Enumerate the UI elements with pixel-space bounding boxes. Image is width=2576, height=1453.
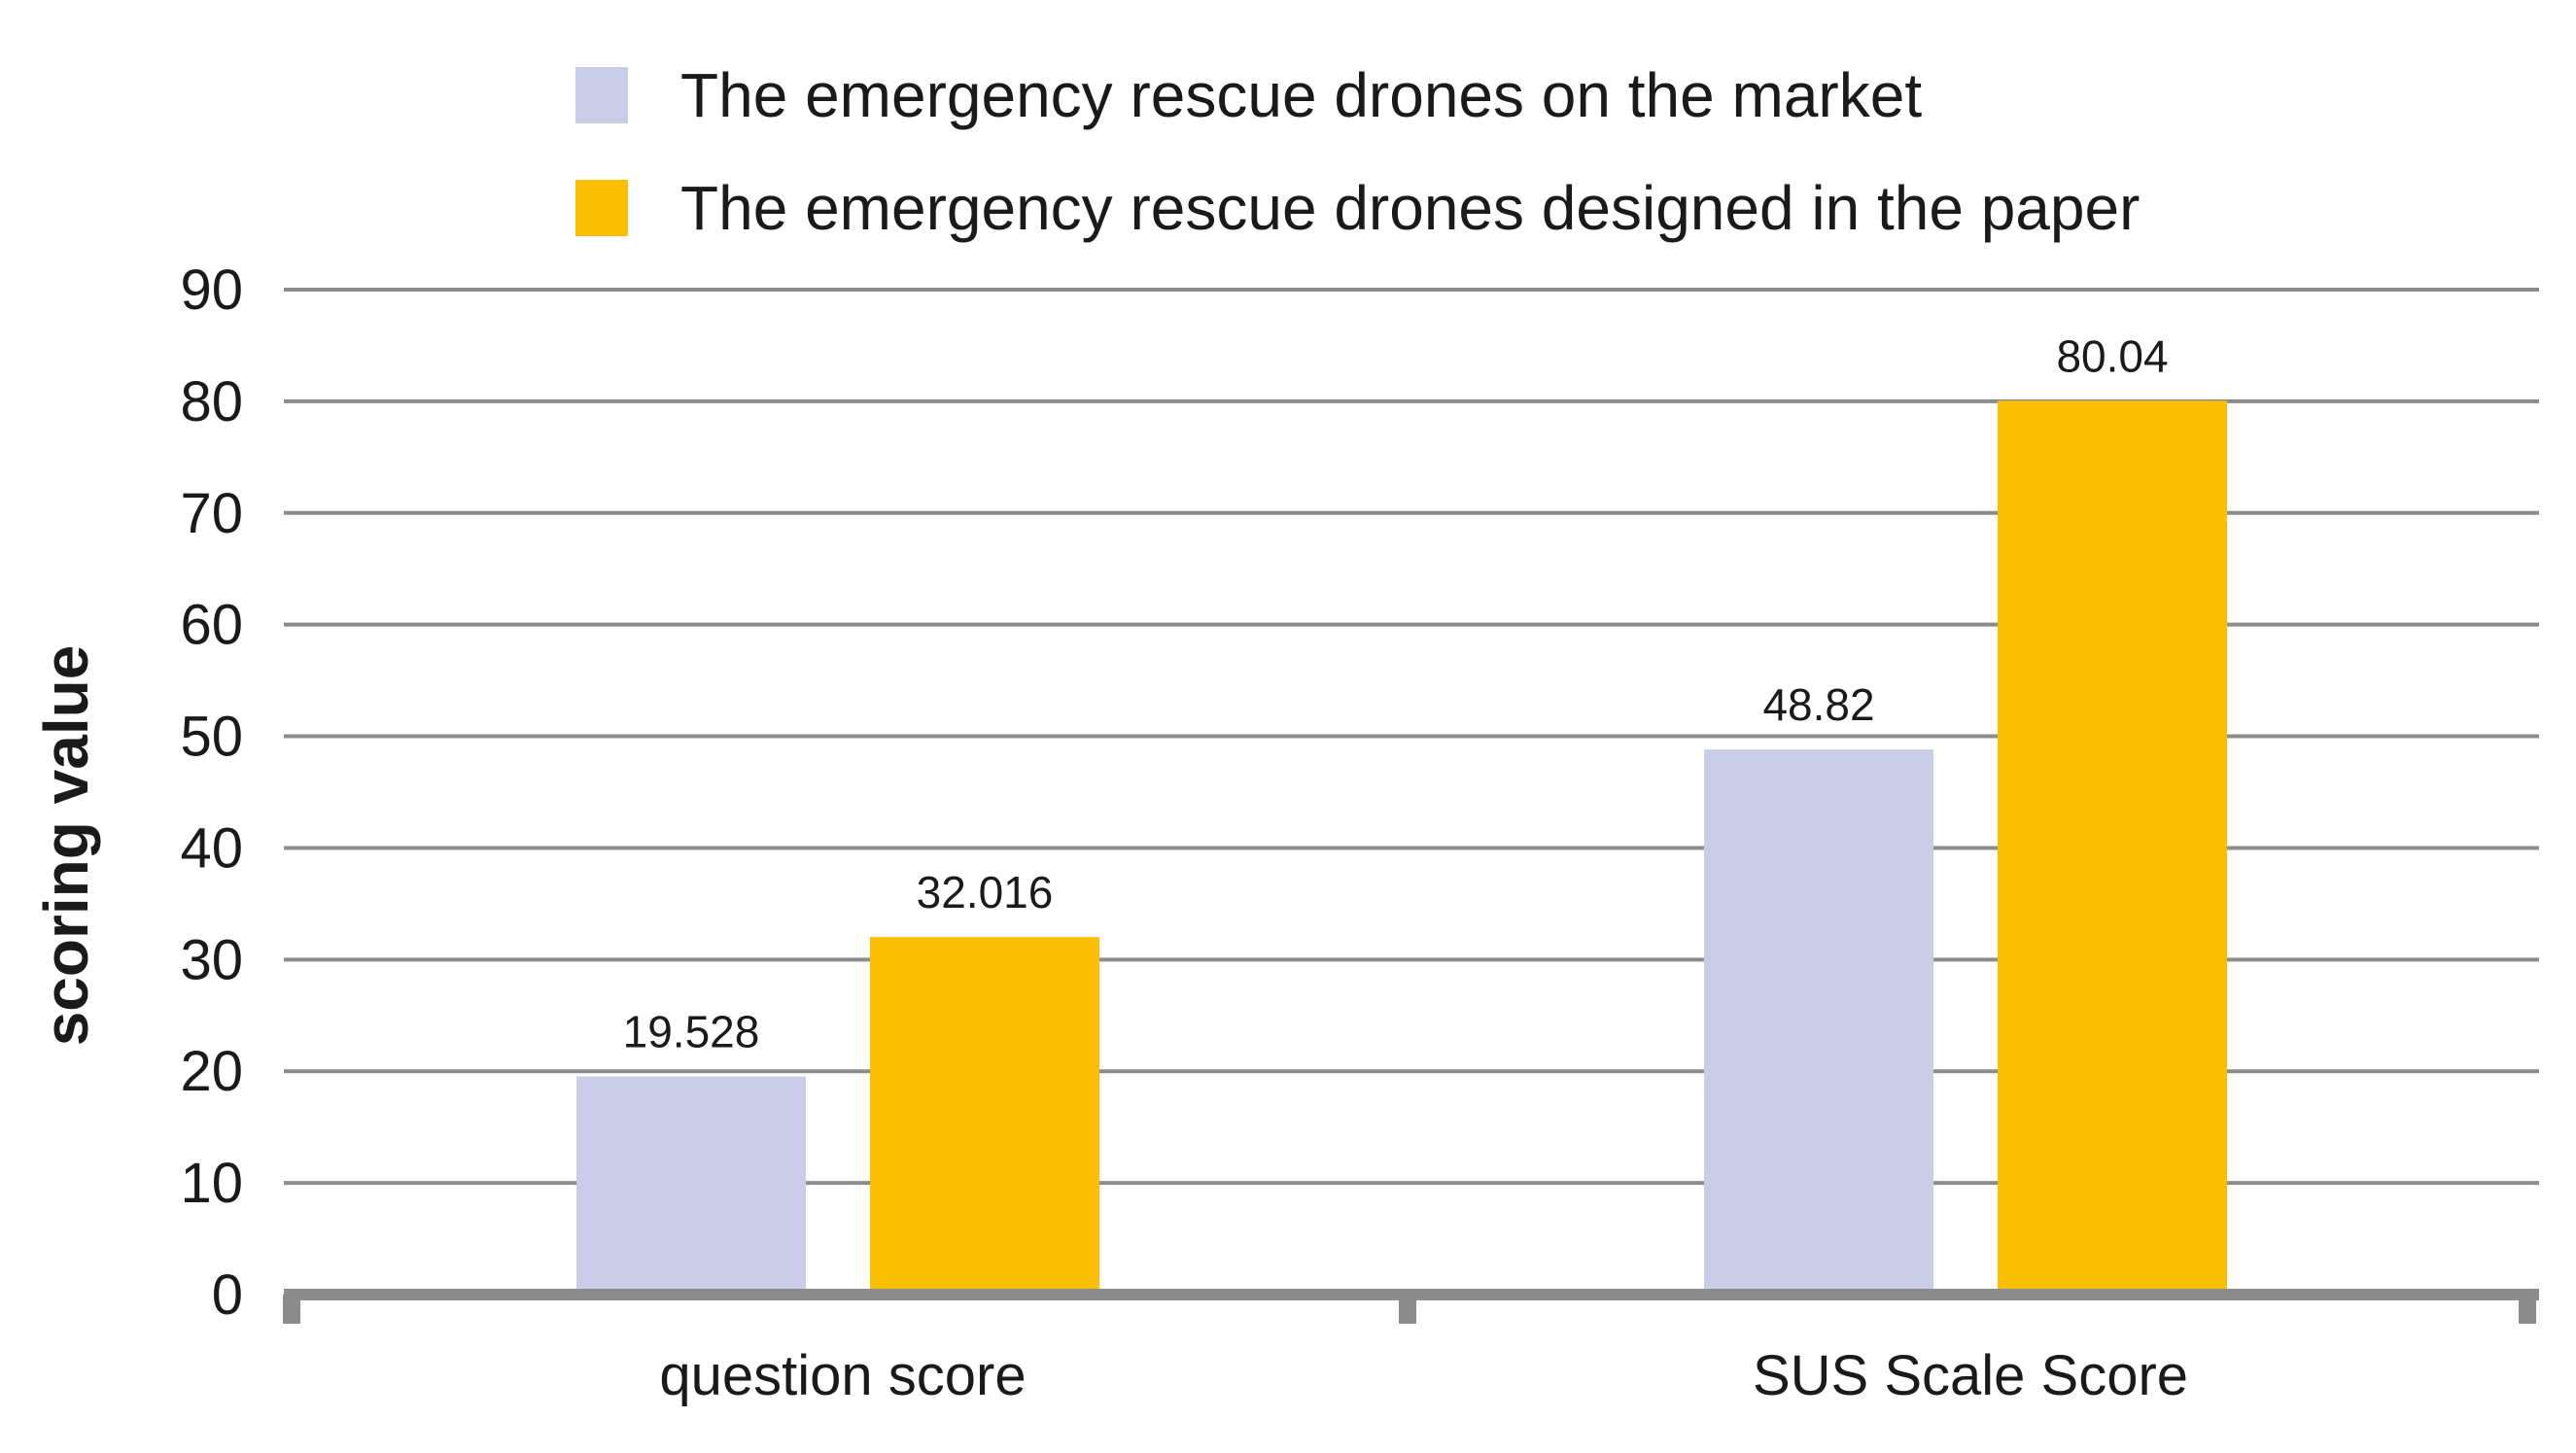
category-labels: question score SUS Scale Score xyxy=(659,1344,2188,1407)
x-tick-label: SUS Scale Score xyxy=(1753,1344,2188,1407)
y-tick-label: 80 xyxy=(180,370,243,433)
x-axis-tick xyxy=(2519,1295,2536,1324)
legend-swatch-1 xyxy=(575,67,628,123)
x-axis-tick xyxy=(1399,1295,1416,1324)
bar-1-1 xyxy=(576,1076,806,1295)
gridlines xyxy=(284,288,2539,1186)
y-axis-ticks: 0 10 20 30 40 50 60 70 80 90 xyxy=(180,259,243,1327)
data-label: 80.04 xyxy=(2056,330,2168,381)
y-tick-label: 20 xyxy=(180,1040,243,1103)
x-axis xyxy=(283,1289,2539,1324)
legend: The emergency rescue drones on the marke… xyxy=(575,60,2140,243)
bars xyxy=(576,400,2227,1295)
x-axis-tick xyxy=(283,1295,300,1324)
bar-2-1 xyxy=(870,937,1099,1295)
y-tick-label: 30 xyxy=(180,928,243,991)
data-label: 48.82 xyxy=(1762,679,1874,730)
y-tick-label: 0 xyxy=(212,1263,243,1327)
data-label: 19.528 xyxy=(623,1007,760,1057)
x-tick-label: question score xyxy=(659,1344,1026,1407)
y-tick-label: 70 xyxy=(180,482,243,545)
y-tick-label: 50 xyxy=(180,706,243,769)
legend-label-1: The emergency rescue drones on the marke… xyxy=(680,60,1922,130)
y-tick-label: 90 xyxy=(180,259,243,322)
data-labels: 19.528 32.016 48.82 80.04 xyxy=(623,330,2169,1056)
y-tick-label: 40 xyxy=(180,816,243,880)
y-tick-label: 60 xyxy=(180,594,243,657)
legend-swatch-2 xyxy=(575,180,628,236)
bar-2-2 xyxy=(1998,400,2227,1295)
bar-1-2 xyxy=(1704,749,1933,1295)
y-tick-label: 10 xyxy=(180,1152,243,1215)
data-label: 32.016 xyxy=(917,867,1054,917)
y-axis-title: scoring value xyxy=(31,645,101,1047)
legend-label-2: The emergency rescue drones designed in … xyxy=(680,173,2140,243)
